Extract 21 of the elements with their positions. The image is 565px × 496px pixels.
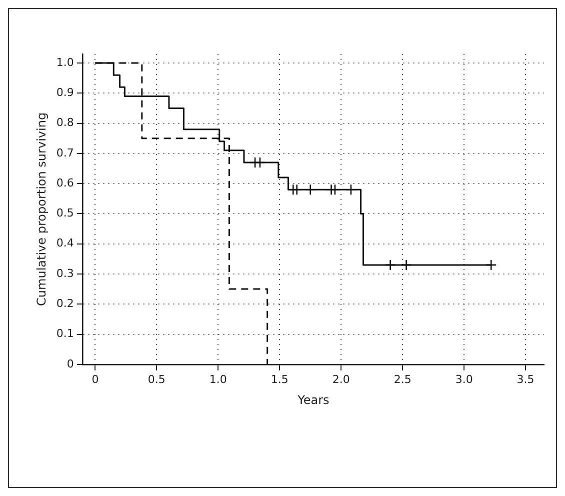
- y-tick-label: 0: [66, 357, 74, 370]
- y-axis-title: Cumulative proportion surviving: [34, 112, 48, 306]
- y-tick-label: 0.8: [56, 116, 74, 130]
- y-tick-label: 1.0: [56, 56, 74, 69]
- x-tick-label: 2.0: [332, 372, 350, 386]
- x-tick-label: 0: [92, 372, 99, 386]
- x-tick-label: 2.5: [394, 372, 412, 386]
- y-tick-label: 0.9: [56, 86, 74, 100]
- y-tick-label: 0.7: [56, 146, 74, 160]
- x-tick-label: 1.0: [209, 372, 227, 386]
- y-tick-label: 0.3: [56, 266, 74, 280]
- y-tick-label: 0.5: [56, 206, 74, 220]
- x-tick-label: 3.5: [516, 372, 534, 386]
- y-tick-label: 0.1: [56, 327, 74, 340]
- y-tick-label: 0.6: [56, 176, 74, 190]
- x-axis-title: Years: [296, 392, 330, 407]
- x-tick-label: 3.0: [455, 372, 473, 386]
- x-tick-label: 0.5: [148, 372, 166, 386]
- y-tick-label: 0.2: [56, 296, 74, 310]
- x-tick-label: 1.5: [270, 372, 288, 386]
- y-tick-label: 0.4: [56, 236, 74, 250]
